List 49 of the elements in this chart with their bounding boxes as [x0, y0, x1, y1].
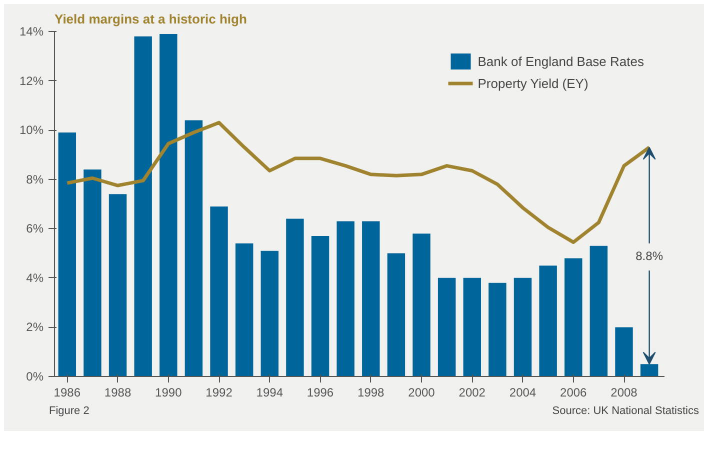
bar: [134, 36, 152, 376]
x-tick-label: 1990: [155, 386, 182, 400]
bar: [438, 278, 456, 376]
source-note: Source: UK National Statistics: [552, 404, 699, 419]
y-tick-label: 14%: [19, 24, 44, 38]
x-tick-label: 2006: [560, 386, 588, 400]
x-tick-label: 1994: [256, 386, 284, 400]
x-tick-label: 1992: [206, 386, 233, 400]
x-tick-label: 2008: [610, 386, 638, 400]
bar: [235, 243, 254, 376]
y-tick-label: 0%: [26, 370, 44, 384]
bar: [564, 258, 582, 376]
bar: [108, 194, 127, 376]
bar: [387, 253, 406, 376]
bar: [463, 278, 481, 376]
legend-label: Property Yield (EY): [478, 76, 588, 90]
bar: [184, 120, 203, 376]
x-tick-label: 1988: [104, 386, 132, 400]
chart-title: Yield margins at a historic high: [54, 12, 247, 26]
bar: [412, 234, 430, 376]
y-tick-label: 2%: [26, 320, 44, 334]
y-tick-label: 12%: [19, 74, 44, 88]
bar: [514, 278, 532, 376]
y-tick-label: 8%: [26, 172, 44, 186]
bar: [160, 34, 178, 376]
bar: [615, 327, 633, 376]
bar: [286, 218, 304, 376]
bar: [362, 221, 380, 376]
bar: [260, 250, 279, 376]
x-tick-label: 2004: [509, 386, 536, 400]
annotation: 8.8%: [636, 248, 664, 263]
legend-label: Bank of England Base Rates: [478, 54, 644, 68]
bar: [84, 170, 102, 376]
x-tick-label: 2002: [458, 386, 486, 400]
y-tick-label: 6%: [26, 222, 44, 236]
bar: [590, 246, 608, 376]
bar: [539, 266, 557, 376]
x-tick-label: 1998: [358, 386, 385, 400]
bar: [210, 206, 228, 376]
bar: [488, 282, 506, 376]
x-tick-label: 2000: [408, 386, 436, 400]
x-tick-label: 1996: [306, 386, 334, 400]
y-tick-label: 10%: [19, 123, 44, 138]
x-tick-label: 1986: [54, 386, 81, 400]
bar: [336, 221, 354, 376]
bar: [311, 236, 330, 376]
caption: Figure 2: [49, 404, 90, 419]
bar: [58, 132, 76, 376]
y-tick-label: 4%: [26, 270, 44, 285]
